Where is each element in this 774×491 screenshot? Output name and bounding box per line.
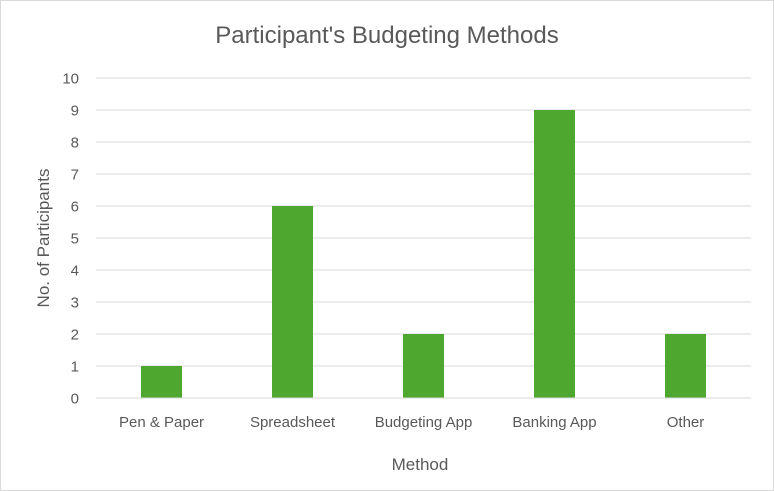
bar [141, 366, 182, 398]
x-tick-label: Pen & Paper [119, 414, 204, 431]
x-tick-label: Budgeting App [375, 414, 473, 431]
y-axis-label: No. of Participants [34, 169, 53, 308]
y-tick-label: 3 [71, 295, 79, 312]
x-tick-label: Banking App [512, 414, 596, 431]
y-tick-label: 0 [71, 391, 79, 408]
bar [272, 206, 313, 398]
x-axis-ticks: Pen & Paper Spreadsheet Budgeting App Banki… [119, 414, 704, 431]
y-tick-label: 6 [71, 199, 79, 216]
y-tick-label: 8 [71, 135, 79, 152]
x-tick-label: Spreadsheet [250, 414, 336, 431]
bar [665, 334, 706, 398]
x-tick-label: Other [667, 414, 705, 431]
bar [403, 334, 444, 398]
bars [141, 110, 706, 398]
y-tick-label: 2 [71, 327, 79, 344]
y-tick-label: 7 [71, 167, 79, 184]
chart-title: Participant's Budgeting Methods [215, 22, 558, 49]
y-tick-label: 9 [71, 103, 79, 120]
y-tick-label: 1 [71, 359, 79, 376]
y-tick-label: 5 [71, 231, 79, 248]
gridlines [96, 77, 751, 367]
x-axis-label: Method [392, 455, 449, 474]
y-tick-label: 4 [71, 263, 79, 280]
y-axis-ticks: 0 1 2 3 4 5 6 7 8 9 10 [62, 71, 79, 408]
bar [534, 110, 575, 398]
y-tick-label: 10 [62, 71, 79, 88]
